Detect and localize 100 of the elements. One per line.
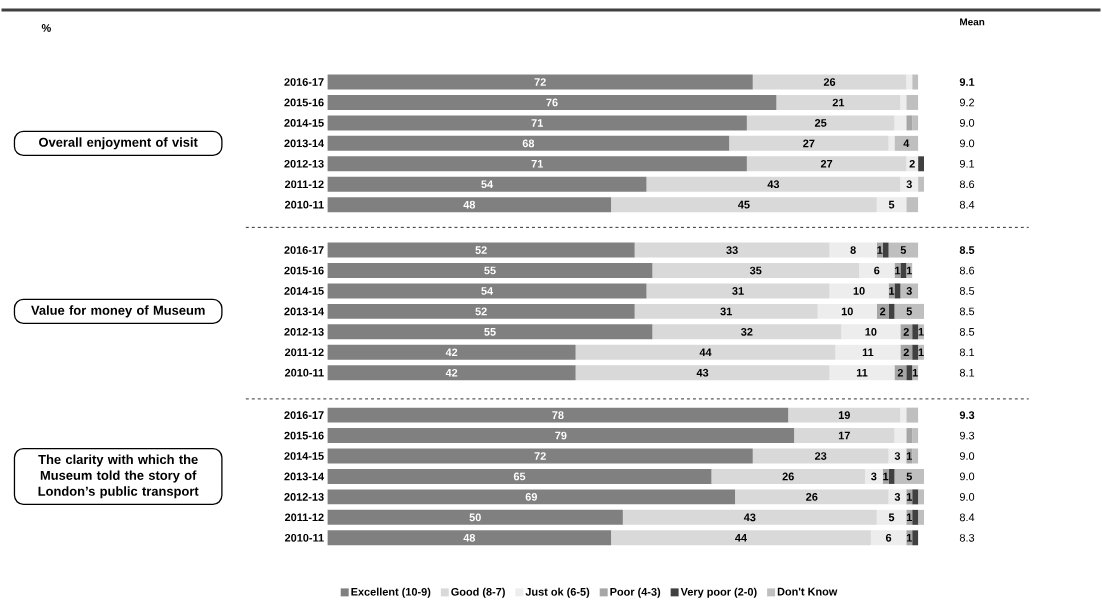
bar (327, 344, 576, 360)
data-label: 44 (699, 348, 712, 356)
bar (711, 468, 865, 484)
data-label: 5 (888, 513, 895, 521)
bar (906, 427, 913, 443)
data-label: 1 (906, 266, 912, 275)
data-label: 1 (895, 266, 901, 275)
bar (906, 115, 913, 131)
bar (894, 115, 907, 131)
bar (906, 197, 919, 212)
data-label: 26 (782, 472, 794, 481)
data-label: 23 (814, 451, 827, 460)
data-label: 6 (874, 266, 880, 275)
bar (735, 489, 889, 505)
data-label: 1 (906, 533, 912, 542)
data-label: 10 (853, 286, 865, 295)
y-tick-label: 2014-15 (284, 286, 324, 295)
bar (652, 324, 842, 340)
bar (900, 283, 919, 299)
text: 9.0 (959, 118, 975, 127)
data-label: 52 (475, 246, 487, 254)
data-label: 17 (838, 431, 850, 440)
data-label: 2 (880, 307, 886, 316)
text: 8.1 (959, 348, 975, 356)
bar (912, 324, 919, 340)
data-label: 35 (749, 266, 762, 275)
text: 8.4 (959, 513, 975, 522)
data-label: 76 (546, 98, 558, 107)
legend-label: Just ok (6-5) (525, 587, 590, 598)
y-tick-label: 2012-13 (284, 492, 324, 501)
y-axis-title: Value for money of Museum (31, 305, 205, 318)
bar (918, 509, 924, 525)
text: 9.3 (959, 411, 975, 419)
bar (859, 262, 895, 278)
data-label: 1 (918, 327, 924, 336)
bar (882, 242, 889, 258)
bar (327, 156, 747, 172)
bar (327, 303, 635, 319)
data-label: 3 (906, 180, 912, 188)
bar (327, 407, 789, 423)
bar (829, 283, 889, 299)
y-tick-label: 2014-15 (284, 451, 324, 460)
data-label: 2 (909, 159, 915, 168)
text: 8.3 (959, 533, 975, 542)
y-tick-label: 2011-12 (284, 180, 324, 188)
bar (906, 74, 913, 90)
text: 8.5 (959, 307, 975, 316)
bar (729, 135, 889, 151)
legend-label: Poor (4-3) (610, 587, 661, 598)
data-label: 25 (814, 118, 827, 127)
bar (327, 509, 623, 525)
legend-label: Good (8-7) (451, 587, 505, 598)
data-label: 43 (696, 368, 709, 377)
data-label: 27 (820, 159, 833, 168)
bar (622, 509, 877, 525)
data-label: 55 (484, 266, 496, 275)
bar (912, 344, 919, 360)
data-label: 5 (906, 472, 912, 481)
bar (611, 197, 877, 212)
bar (652, 262, 860, 278)
data-label: 68 (522, 139, 535, 148)
bar (327, 197, 612, 212)
bar (646, 176, 901, 192)
bar (900, 344, 913, 360)
data-label: 26 (806, 492, 818, 501)
bar (876, 509, 907, 525)
y-tick-label: 2013-14 (284, 472, 325, 481)
bar (912, 74, 919, 90)
y-tick-label: 2016-17 (284, 411, 324, 419)
text: 8.6 (959, 180, 975, 188)
bar (841, 324, 901, 340)
data-label: 11 (862, 348, 874, 356)
bar (912, 489, 919, 505)
y-tick-label: 2014-15 (284, 118, 324, 127)
y-tick-label: 2013-14 (284, 139, 325, 148)
bar (575, 365, 830, 381)
data-label: 19 (838, 411, 850, 419)
bar (912, 530, 919, 546)
bar (327, 115, 747, 131)
y-tick-label: 2016-17 (284, 246, 324, 254)
bar (918, 176, 924, 192)
legend-label: Very poor (2-0) (680, 587, 757, 598)
data-label: 69 (525, 492, 537, 501)
data-label: 8 (850, 246, 856, 254)
bar (918, 489, 924, 505)
bar (746, 115, 895, 131)
bar (912, 427, 919, 443)
text: 9.0 (959, 451, 975, 460)
text: 9.3 (959, 431, 975, 440)
text: 9.1 (959, 159, 975, 168)
data-label: 42 (445, 348, 458, 356)
bar (912, 509, 919, 525)
y-tick-label: 2013-14 (284, 307, 325, 316)
y-tick-label: 2012-13 (284, 327, 324, 336)
data-label: 1 (906, 513, 912, 521)
bar (752, 74, 907, 90)
y-tick-label: 2010-11 (284, 368, 324, 377)
data-label: 1 (877, 246, 883, 254)
bar (327, 242, 635, 258)
bar (646, 283, 830, 299)
